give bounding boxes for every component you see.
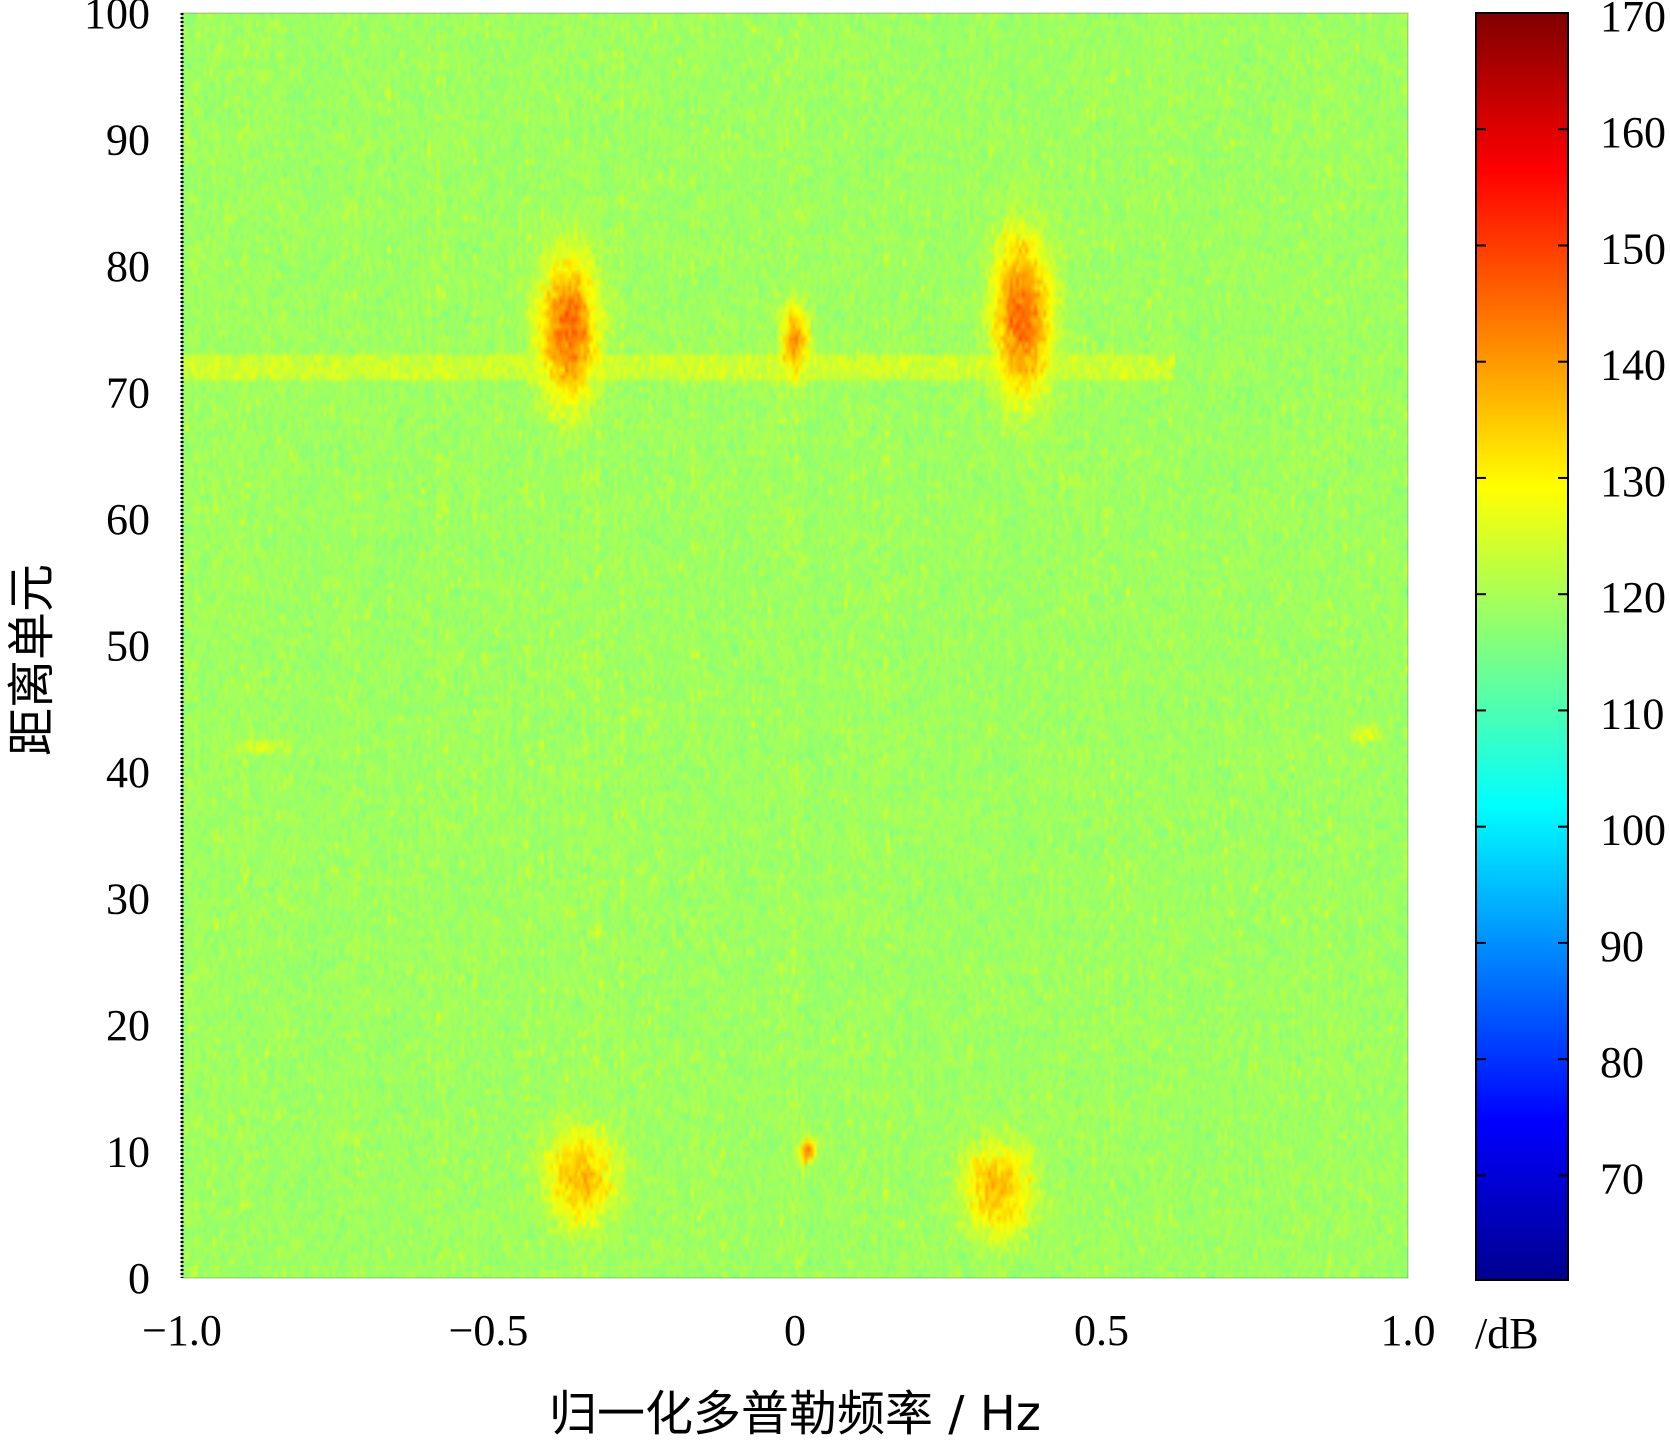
y-axis-title: 距离单元: [4, 564, 60, 756]
colorbar-unit: /dB: [1475, 1309, 1539, 1358]
x-tick-labels: −1.0 −0.5 0 0.5 1.0: [142, 1306, 1435, 1355]
x-tick-label: 1.0: [1381, 1306, 1436, 1355]
y-tick-label: 100: [84, 0, 150, 38]
colorbar-tick-label: 90: [1600, 922, 1644, 971]
y-tick-label: 90: [106, 116, 150, 165]
colorbar-gradient: [1475, 12, 1569, 1281]
colorbar-tick-label: 160: [1600, 108, 1666, 157]
y-tick-labels: 0 10 20 30 40 50 60 70 80 90 100: [84, 0, 150, 1303]
colorbar-tick-label: 140: [1600, 341, 1666, 390]
y-tick-label: 40: [106, 748, 150, 797]
heatmap-image: [182, 13, 1408, 1278]
colorbar-tick-label: 100: [1600, 806, 1666, 855]
x-tick-label: 0: [784, 1306, 806, 1355]
y-tick-label: 60: [106, 495, 150, 544]
heatmap-plot-area: [181, 12, 1409, 1279]
colorbar-tick-label: 150: [1600, 224, 1666, 273]
y-tick-label: 10: [106, 1128, 150, 1177]
colorbar-tick-label: 70: [1600, 1154, 1644, 1203]
x-axis-title: 归一化多普勒频率 / Hz: [549, 1386, 1041, 1442]
y-tick-label: 50: [106, 622, 150, 671]
y-tick-label: 20: [106, 1001, 150, 1050]
x-tick-label: 0.5: [1074, 1306, 1129, 1355]
x-tick-label: −1.0: [142, 1306, 222, 1355]
colorbar-tick-label: 170: [1600, 0, 1666, 41]
x-tick-label: −0.5: [449, 1306, 529, 1355]
y-tick-label: 30: [106, 875, 150, 924]
colorbar-tick-label: 80: [1600, 1038, 1644, 1087]
y-tick-label: 0: [128, 1254, 150, 1303]
colorbar-tick-label: 130: [1600, 457, 1666, 506]
colorbar-tick-label: 110: [1600, 689, 1664, 738]
y-tick-label: 70: [106, 369, 150, 418]
colorbar-tick-label: 120: [1600, 573, 1666, 622]
colorbar-ticks: 70 80 90 100 110 120 130 140 150 160 170: [1476, 0, 1666, 1203]
colorbar: 70 80 90 100 110 120 130 140 150 160 170 /dB: [1475, 0, 1666, 1358]
y-tick-label: 80: [106, 242, 150, 291]
